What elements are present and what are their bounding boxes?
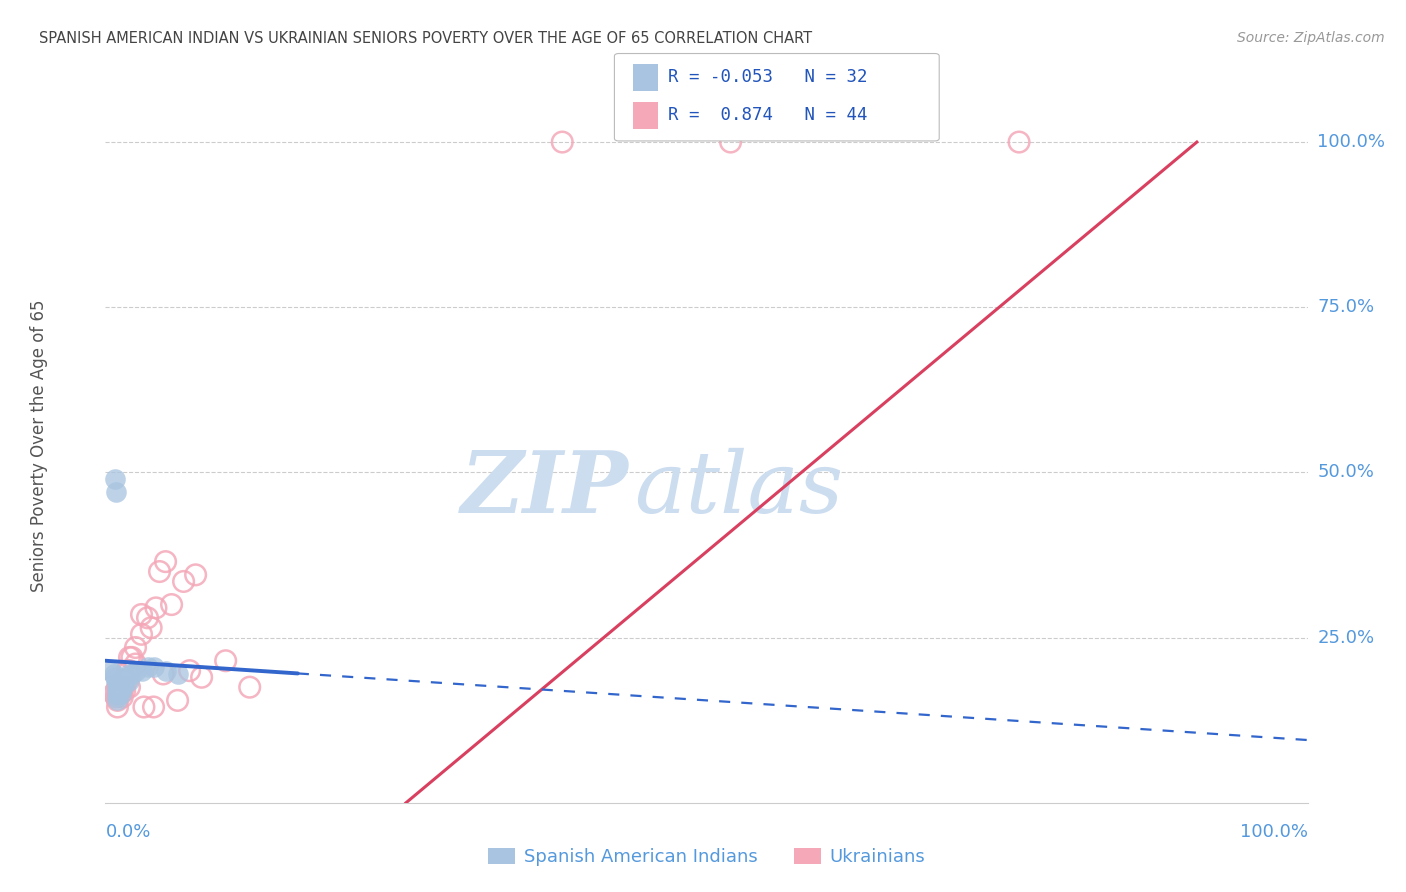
Point (131, 664, 153, 678)
Point (148, 565, 170, 579)
Point (155, 555, 177, 569)
Point (1008, 135, 1031, 149)
Point (118, 680, 141, 694)
Point (190, 670, 212, 684)
Point (107, 700, 129, 714)
Point (104, 670, 127, 684)
Point (131, 607, 153, 622)
Point (214, 654, 236, 668)
Text: 100.0%: 100.0% (1317, 133, 1385, 151)
Point (166, 693, 188, 707)
Point (112, 673, 135, 688)
Text: 50.0%: 50.0% (1317, 464, 1374, 482)
Point (124, 640, 146, 655)
Point (104, 472, 127, 486)
Point (121, 667, 143, 681)
Point (105, 673, 128, 688)
Point (121, 650, 143, 665)
Point (173, 574, 195, 589)
Point (110, 687, 132, 701)
Point (145, 600, 167, 615)
Point (107, 680, 129, 694)
Point (108, 673, 131, 688)
Point (131, 627, 153, 641)
Point (179, 664, 201, 678)
Point (118, 673, 141, 688)
Point (107, 680, 129, 694)
Point (103, 687, 125, 701)
Point (118, 664, 141, 678)
Text: Source: ZipAtlas.com: Source: ZipAtlas.com (1237, 31, 1385, 45)
Point (118, 667, 141, 681)
Text: SPANISH AMERICAN INDIAN VS UKRAINIAN SENIORS POVERTY OVER THE AGE OF 65 CORRELAT: SPANISH AMERICAN INDIAN VS UKRAINIAN SEN… (39, 31, 813, 46)
Point (107, 693, 129, 707)
Point (115, 673, 138, 688)
Point (166, 667, 188, 681)
Point (115, 664, 138, 678)
Point (104, 687, 127, 701)
Point (107, 687, 129, 701)
Point (107, 693, 129, 707)
Point (112, 680, 135, 694)
Point (100, 680, 122, 694)
Point (114, 673, 136, 688)
Text: 100.0%: 100.0% (1240, 822, 1308, 840)
Point (720, 135, 742, 149)
Point (110, 683, 132, 698)
Point (107, 687, 129, 701)
Point (111, 690, 134, 704)
Point (105, 485, 128, 500)
Point (142, 700, 165, 714)
Point (136, 660, 159, 674)
Point (139, 621, 162, 635)
Text: ZIP: ZIP (461, 447, 628, 531)
Point (124, 657, 146, 671)
Point (115, 670, 138, 684)
Point (110, 687, 132, 701)
Point (105, 690, 128, 704)
Text: 75.0%: 75.0% (1317, 298, 1374, 317)
Point (108, 680, 131, 694)
Point (239, 680, 262, 694)
Text: 0.0%: 0.0% (105, 822, 150, 840)
Point (132, 700, 155, 714)
Legend: Spanish American Indians, Ukrainians: Spanish American Indians, Ukrainians (481, 841, 932, 873)
Text: R = -0.053   N = 32: R = -0.053 N = 32 (668, 69, 868, 87)
Point (160, 598, 183, 612)
Point (136, 611, 159, 625)
Point (184, 567, 207, 582)
Point (107, 690, 129, 704)
Point (551, 135, 574, 149)
Point (118, 650, 141, 665)
Text: R =  0.874   N = 44: R = 0.874 N = 44 (668, 106, 868, 124)
Point (107, 677, 129, 691)
Text: Seniors Poverty Over the Age of 65: Seniors Poverty Over the Age of 65 (31, 300, 48, 592)
Point (155, 664, 177, 678)
Point (108, 683, 131, 698)
Point (112, 673, 135, 688)
Point (107, 680, 129, 694)
Point (112, 680, 135, 694)
Point (142, 660, 165, 674)
Text: 25.0%: 25.0% (1317, 629, 1374, 647)
Point (107, 683, 129, 698)
Point (107, 673, 129, 688)
Text: atlas: atlas (634, 448, 844, 530)
Point (112, 677, 135, 691)
Point (103, 667, 125, 681)
Point (124, 664, 146, 678)
Point (111, 673, 134, 688)
Point (100, 664, 122, 678)
Point (114, 683, 136, 698)
Point (152, 667, 174, 681)
